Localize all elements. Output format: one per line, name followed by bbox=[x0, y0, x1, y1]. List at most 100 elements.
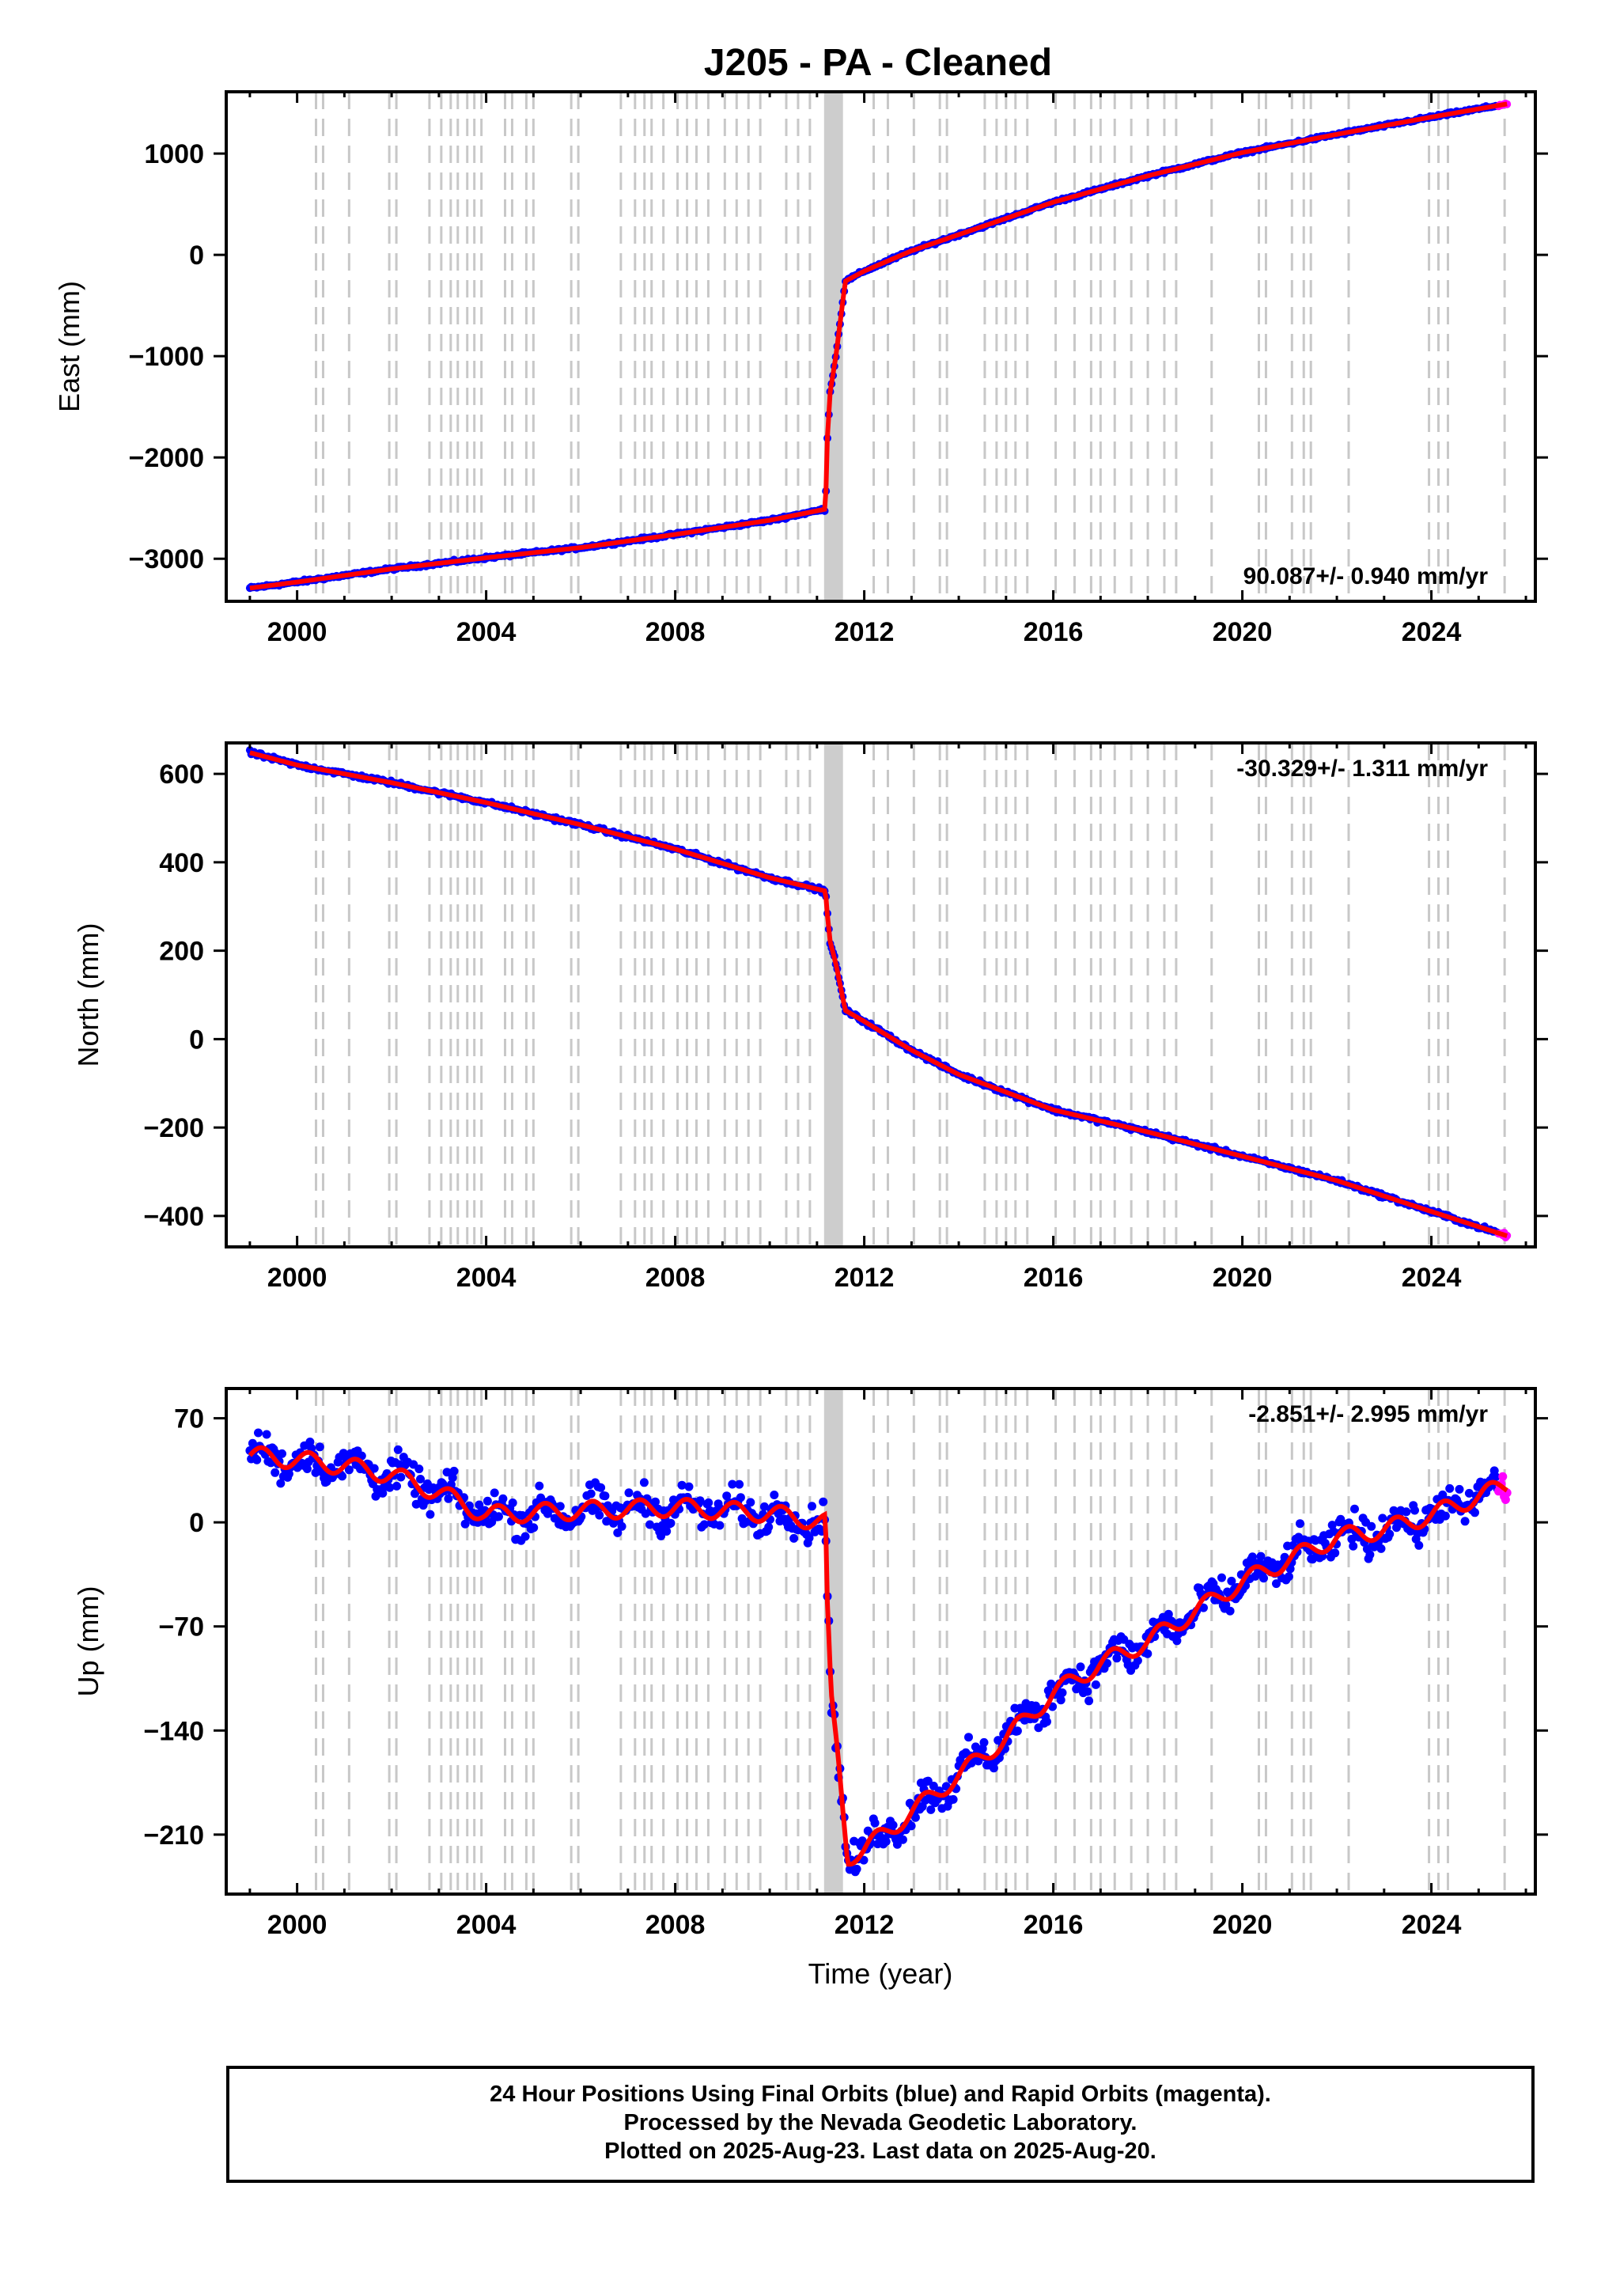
data-point bbox=[989, 1764, 998, 1773]
data-point bbox=[764, 1522, 774, 1532]
data-point bbox=[1084, 1696, 1094, 1706]
data-point bbox=[411, 1499, 421, 1509]
y-tick-label: −2000 bbox=[129, 443, 205, 473]
data-point bbox=[651, 1497, 660, 1506]
y-tick-label: 200 bbox=[159, 937, 204, 967]
data-point bbox=[994, 1736, 1003, 1745]
x-tick-label: 2024 bbox=[1402, 617, 1462, 647]
data-point bbox=[369, 1464, 379, 1473]
data-point bbox=[923, 1776, 933, 1786]
data-point bbox=[529, 1523, 539, 1533]
data-point bbox=[520, 1532, 530, 1541]
data-point bbox=[1455, 1484, 1464, 1494]
x-tick-label: 2004 bbox=[456, 1910, 517, 1940]
data-point bbox=[1143, 1649, 1152, 1658]
data-point bbox=[1410, 1506, 1419, 1515]
data-point bbox=[1280, 1552, 1289, 1562]
series-final-orbits bbox=[245, 746, 1512, 1241]
data-point bbox=[1350, 1504, 1359, 1514]
plot-frame bbox=[225, 741, 1537, 1248]
x-tick-label: 2008 bbox=[645, 1263, 706, 1293]
data-point bbox=[641, 1509, 650, 1518]
y-axis-label: East (mm) bbox=[53, 281, 85, 412]
y-tick-label: 1000 bbox=[144, 139, 204, 169]
data-point bbox=[662, 1527, 672, 1536]
data-point bbox=[1365, 1550, 1375, 1559]
data-point bbox=[1227, 1576, 1236, 1586]
data-point bbox=[1259, 1574, 1268, 1583]
data-point bbox=[1012, 1726, 1022, 1736]
data-point bbox=[715, 1521, 725, 1530]
x-tick-label: 2020 bbox=[1213, 1910, 1273, 1940]
series-final-orbits bbox=[245, 100, 1512, 593]
chart-title: J205 - PA - Cleaned bbox=[704, 42, 1052, 84]
x-tick-label: 2004 bbox=[456, 1263, 517, 1293]
data-point bbox=[254, 1428, 263, 1438]
data-point bbox=[645, 1520, 654, 1529]
data-point bbox=[490, 1488, 499, 1498]
data-point bbox=[1272, 1579, 1281, 1589]
model-fit-line bbox=[249, 101, 1508, 591]
data-point bbox=[1076, 1662, 1085, 1672]
data-point bbox=[1296, 1519, 1304, 1529]
y-tick-label: 600 bbox=[159, 760, 204, 790]
data-point bbox=[926, 1805, 936, 1814]
data-point bbox=[460, 1519, 470, 1529]
data-point bbox=[494, 1512, 503, 1521]
x-tick-label: 2020 bbox=[1213, 617, 1273, 647]
data-point bbox=[1056, 1695, 1065, 1705]
data-point bbox=[857, 1836, 867, 1846]
data-point bbox=[448, 1473, 457, 1483]
data-point bbox=[1498, 1472, 1508, 1481]
data-point bbox=[699, 1520, 709, 1529]
plot-frame bbox=[225, 90, 1537, 603]
x-tick-label: 2008 bbox=[645, 617, 706, 647]
model-fit-line bbox=[249, 750, 1508, 1238]
x-tick-label: 2012 bbox=[835, 617, 895, 647]
data-point bbox=[728, 1480, 737, 1489]
data-point bbox=[508, 1498, 517, 1507]
data-point bbox=[442, 1468, 452, 1477]
data-point bbox=[789, 1533, 799, 1543]
x-tick-label: 2016 bbox=[1024, 617, 1084, 647]
data-point bbox=[859, 1855, 869, 1865]
x-tick-label: 2024 bbox=[1402, 1910, 1462, 1940]
data-point bbox=[302, 1464, 312, 1473]
data-point bbox=[1460, 1517, 1470, 1526]
data-point bbox=[1083, 1687, 1092, 1696]
data-point bbox=[1330, 1548, 1340, 1558]
data-point bbox=[426, 1510, 435, 1519]
x-tick-label: 2000 bbox=[267, 1263, 327, 1293]
data-point bbox=[695, 1496, 705, 1506]
data-point bbox=[1221, 1600, 1231, 1609]
panel-up: 2000 2004 2008 2012 2016 2020 2024 70 0 −70 −140 −2… bbox=[72, 1387, 1548, 1940]
data-point bbox=[1464, 1488, 1474, 1498]
y-axis-label: Up (mm) bbox=[72, 1586, 104, 1697]
x-axis-label: Time (year) bbox=[808, 1957, 953, 1990]
data-point bbox=[746, 1498, 755, 1507]
data-point bbox=[1389, 1506, 1399, 1515]
x-tick-label: 2012 bbox=[835, 1263, 895, 1293]
data-point bbox=[284, 1469, 293, 1479]
data-point bbox=[770, 1491, 779, 1499]
data-point bbox=[881, 1837, 891, 1847]
data-point bbox=[735, 1480, 744, 1489]
data-point bbox=[252, 1455, 262, 1464]
data-point bbox=[1172, 1636, 1182, 1646]
data-point bbox=[808, 1502, 816, 1511]
data-point bbox=[684, 1482, 694, 1491]
data-point bbox=[804, 1533, 814, 1543]
panel-north: 2000 2004 2008 2012 2016 2020 20246004002000−2… bbox=[72, 741, 1548, 1293]
series-final-orbits bbox=[245, 1428, 1512, 1877]
x-tick-label: 2004 bbox=[456, 617, 517, 647]
data-point bbox=[1445, 1483, 1455, 1493]
y-tick-label: −200 bbox=[143, 1113, 204, 1143]
data-point bbox=[852, 1864, 861, 1874]
data-point bbox=[535, 1481, 544, 1491]
data-point bbox=[555, 1502, 565, 1511]
data-point bbox=[416, 1475, 425, 1483]
data-point bbox=[1470, 1508, 1479, 1517]
data-point bbox=[518, 1511, 528, 1520]
data-point bbox=[1491, 1472, 1501, 1482]
